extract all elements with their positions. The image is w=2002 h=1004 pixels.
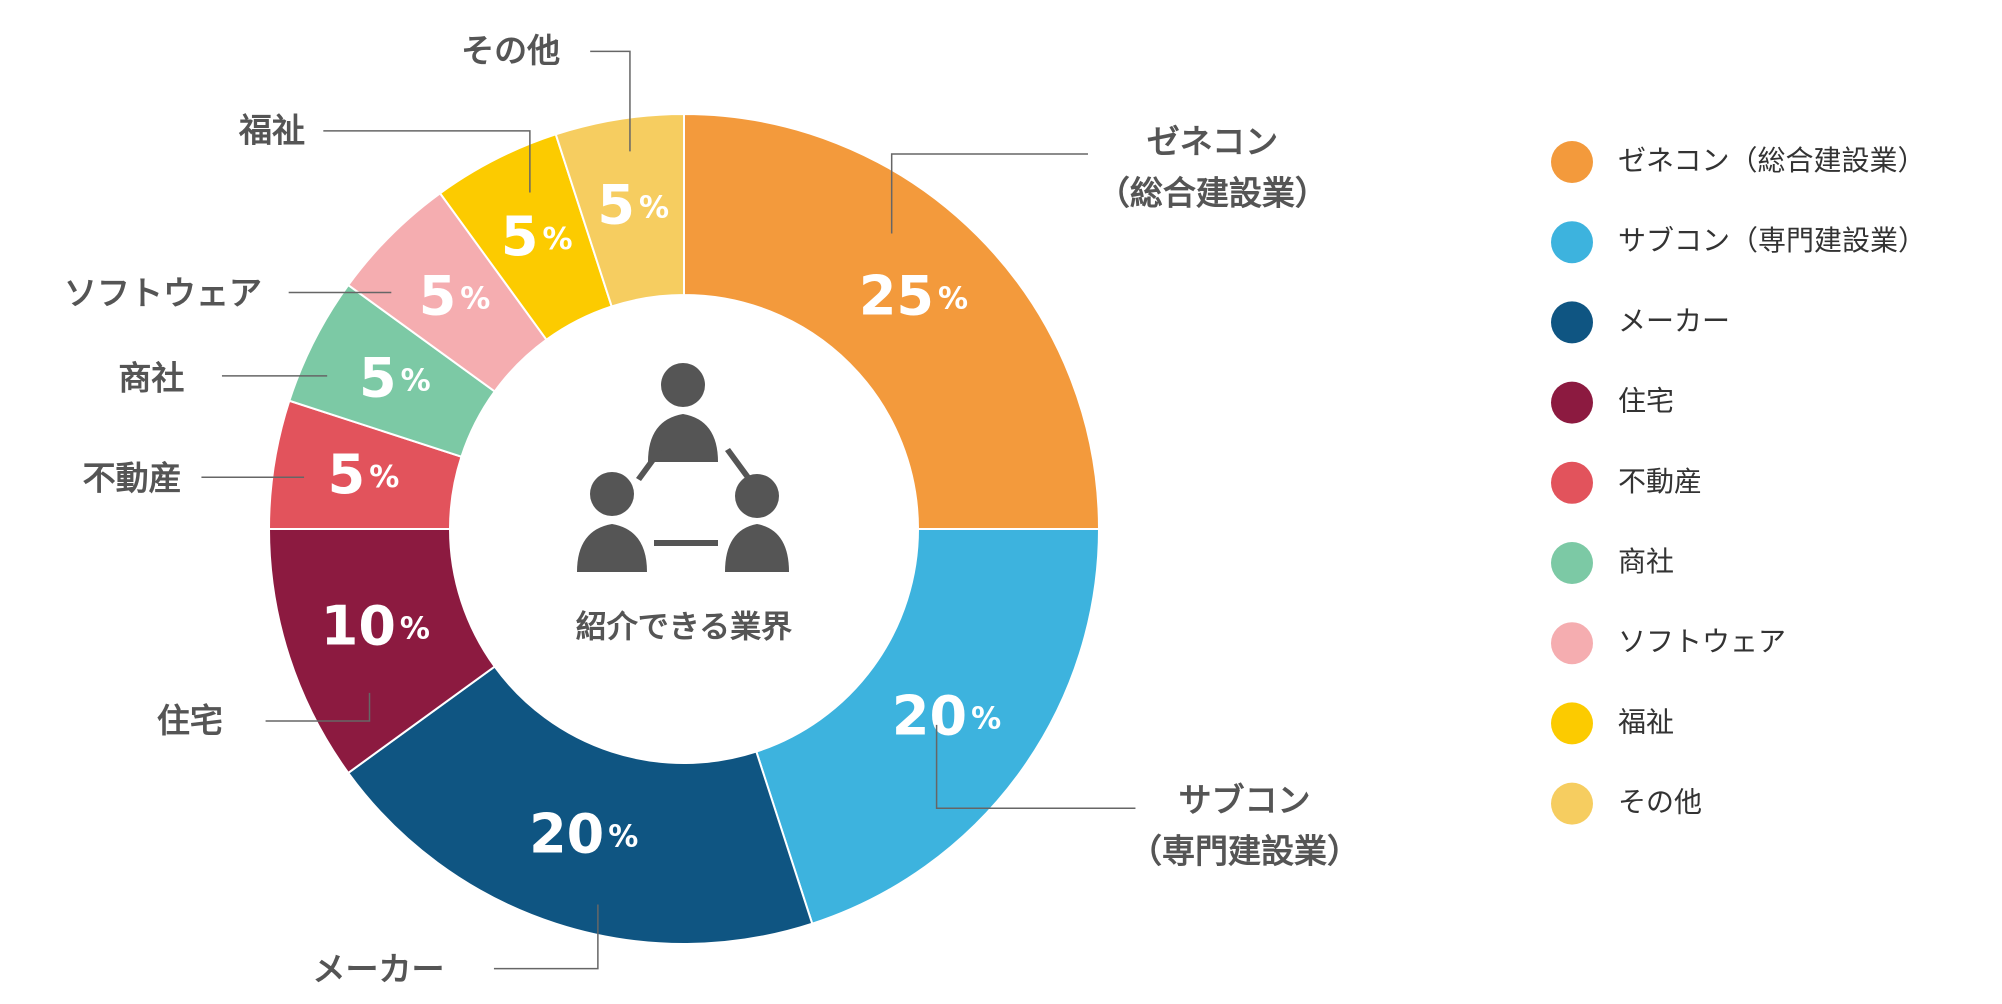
donut-slice — [683, 112, 1101, 530]
value-label: 5% — [328, 443, 400, 506]
value-label: 5% — [501, 205, 573, 268]
callout-label: その他 — [461, 31, 560, 70]
legend-swatch — [1551, 381, 1593, 424]
legend-swatch — [1551, 702, 1593, 745]
value-label: 20% — [529, 802, 638, 865]
callout-line — [493, 904, 599, 970]
legend-swatch — [1551, 141, 1593, 183]
center-label: 紹介できる業界 — [576, 610, 792, 646]
value-label: 5% — [597, 173, 669, 236]
value-label: 25% — [859, 264, 968, 327]
callout-label: 不動産 — [83, 458, 182, 497]
callout-line — [590, 50, 631, 152]
legend-swatch — [1551, 301, 1593, 344]
legend-label: 福祉 — [1618, 705, 1674, 738]
value-label: 10% — [321, 594, 430, 657]
legend-label: ソフトウェア — [1618, 625, 1786, 658]
callout-label: 住宅 — [157, 701, 223, 740]
callout-label: （総合建設業） — [1097, 174, 1328, 213]
callout-label: ソフトウェア — [64, 274, 262, 313]
callout-label: メーカー — [312, 950, 444, 989]
callout-line — [265, 692, 371, 722]
value-label: 5% — [359, 346, 431, 409]
legend-label: サブコン（専門建設業） — [1618, 224, 1926, 257]
callout-label: ゼネコン — [1147, 122, 1278, 161]
legend-swatch — [1551, 461, 1593, 504]
callout-label: サブコン — [1179, 780, 1311, 819]
callout-line — [935, 724, 1136, 810]
legend-label: ゼネコン（総合建設業） — [1618, 144, 1925, 177]
legend-swatch — [1551, 221, 1593, 264]
legend-label: 商社 — [1618, 545, 1674, 578]
value-label: 20% — [892, 684, 1001, 747]
callout-label: （専門建設業） — [1129, 832, 1360, 871]
legend-label: 住宅 — [1618, 385, 1674, 418]
callout-line — [323, 130, 531, 193]
callout-label: 福祉 — [238, 111, 305, 150]
callout-label: 商社 — [118, 358, 184, 397]
donut-slice — [554, 112, 685, 308]
value-label: 5% — [419, 264, 491, 327]
people-icon — [577, 363, 789, 572]
legend-label: メーカー — [1618, 304, 1730, 337]
legend-swatch — [1551, 622, 1593, 665]
donut-slice — [755, 528, 1101, 925]
legend-swatch — [1551, 782, 1593, 825]
legend-label: その他 — [1618, 786, 1702, 819]
legend-label: 不動産 — [1618, 465, 1702, 498]
donut-slice — [346, 665, 814, 945]
callout-line — [890, 153, 1088, 234]
legend-swatch — [1551, 542, 1593, 584]
